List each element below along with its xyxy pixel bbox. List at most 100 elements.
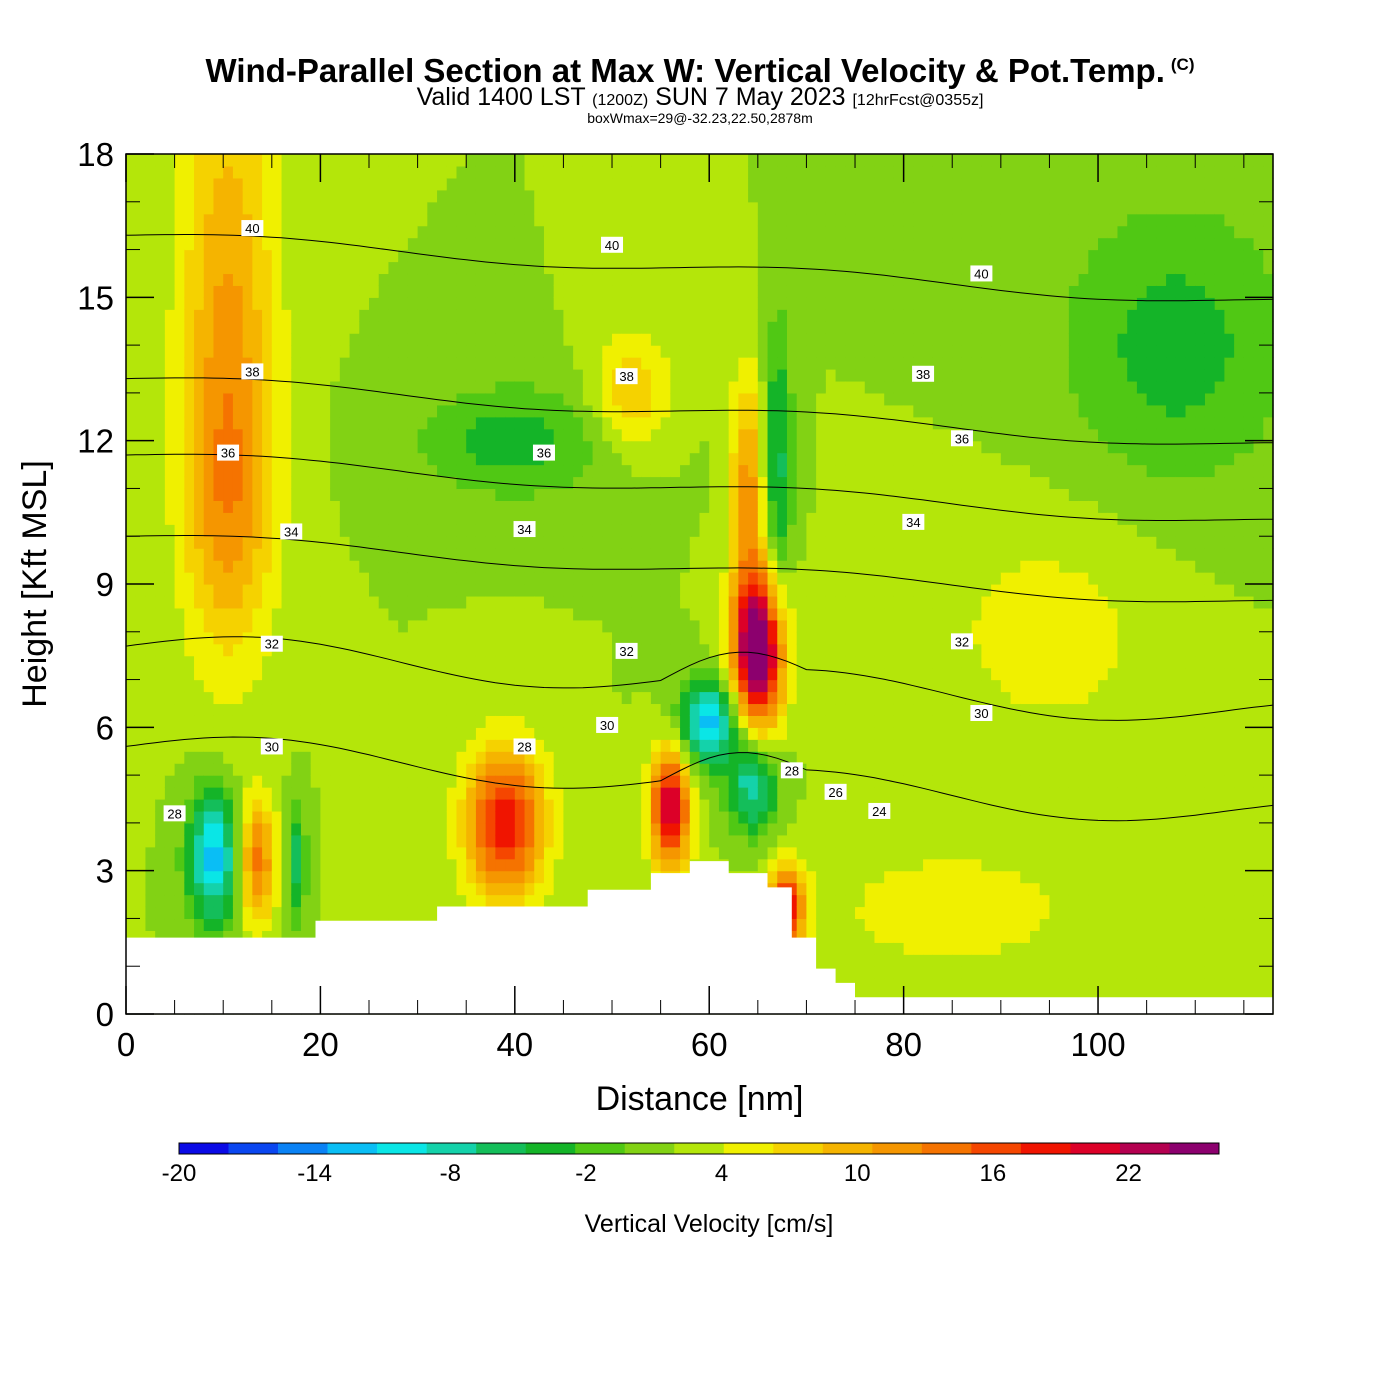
w-cell <box>534 679 545 693</box>
w-cell <box>300 822 312 836</box>
w-cell <box>359 739 370 752</box>
w-cell <box>757 691 769 705</box>
w-cell <box>213 464 224 478</box>
w-cell <box>223 894 234 908</box>
w-cell <box>232 667 244 681</box>
w-cell <box>670 488 681 501</box>
w-cell <box>641 189 652 203</box>
w-cell <box>252 177 263 191</box>
w-cell <box>777 524 788 537</box>
w-cell <box>485 249 496 263</box>
w-cell <box>349 846 360 860</box>
w-cell <box>563 309 574 322</box>
w-cell <box>582 177 594 191</box>
w-cell <box>495 488 506 501</box>
w-cell <box>437 464 448 478</box>
w-cell <box>320 416 331 430</box>
w-cell <box>262 858 273 872</box>
w-cell <box>203 165 215 179</box>
w-cell <box>300 165 312 179</box>
w-cell <box>514 822 526 836</box>
w-cell <box>485 584 496 597</box>
w-cell <box>650 858 662 872</box>
w-cell <box>126 560 137 573</box>
w-cell <box>748 595 759 609</box>
w-cell <box>680 834 691 848</box>
w-cell <box>582 333 594 346</box>
w-cell <box>680 488 691 501</box>
w-cell <box>680 691 691 705</box>
w-cell <box>262 536 273 549</box>
w-cell <box>262 799 273 812</box>
w-cell <box>252 357 263 370</box>
w-cell <box>369 679 380 693</box>
w-cell <box>184 536 195 549</box>
w-cell <box>660 679 671 693</box>
w-cell <box>378 775 390 788</box>
w-cell <box>427 165 438 179</box>
w-cell <box>748 177 759 191</box>
w-cell <box>320 476 331 490</box>
w-cell <box>592 727 603 740</box>
w-cell <box>369 404 380 418</box>
w-cell <box>145 918 156 931</box>
w-cell <box>398 380 409 394</box>
w-cell <box>184 715 195 728</box>
w-cell <box>271 667 283 681</box>
w-cell <box>407 691 419 705</box>
w-cell <box>621 572 633 585</box>
w-cell <box>223 691 234 705</box>
w-cell <box>378 751 390 764</box>
w-cell <box>164 345 176 358</box>
w-cell <box>689 321 701 334</box>
chart-title: Wind-Parallel Section at Max W: Vertical… <box>0 52 1400 90</box>
w-cell <box>203 380 215 394</box>
w-cell <box>427 297 438 310</box>
w-cell <box>330 846 341 860</box>
w-cell <box>194 404 205 418</box>
w-cell <box>300 739 312 752</box>
w-cell <box>534 703 545 716</box>
w-cell <box>592 154 603 167</box>
w-cell <box>330 810 341 824</box>
w-cell <box>514 500 526 513</box>
w-cell <box>767 380 778 394</box>
w-cell <box>184 846 195 860</box>
w-cell <box>514 404 526 418</box>
w-cell <box>359 345 370 358</box>
w-cell <box>553 476 565 490</box>
w-cell <box>126 500 137 513</box>
w-cell <box>475 775 487 788</box>
w-cell <box>398 464 409 478</box>
w-cell <box>495 165 506 179</box>
w-cell <box>786 858 798 872</box>
w-cell <box>232 619 244 633</box>
w-cell <box>534 369 545 382</box>
w-cell <box>757 464 769 478</box>
w-cell <box>203 918 215 931</box>
w-cell <box>543 584 555 597</box>
w-cell <box>670 333 681 346</box>
w-cell <box>524 321 535 334</box>
w-cell <box>232 810 244 824</box>
w-cell <box>699 739 710 752</box>
w-cell <box>437 297 448 310</box>
w-cell <box>466 548 477 561</box>
w-cell <box>524 512 535 525</box>
w-cell <box>485 548 496 561</box>
w-cell <box>349 333 360 346</box>
w-cell <box>680 285 691 298</box>
w-cell <box>252 524 263 537</box>
w-cell <box>650 452 662 466</box>
w-cell <box>728 655 739 669</box>
w-cell <box>718 715 730 728</box>
w-cell <box>534 476 545 490</box>
w-cell <box>582 428 594 442</box>
w-cell <box>330 380 341 394</box>
w-cell <box>359 392 370 406</box>
w-cell <box>194 548 205 561</box>
w-cell <box>573 333 584 346</box>
w-cell <box>475 452 487 466</box>
w-cell <box>495 846 506 860</box>
w-cell <box>262 345 273 358</box>
